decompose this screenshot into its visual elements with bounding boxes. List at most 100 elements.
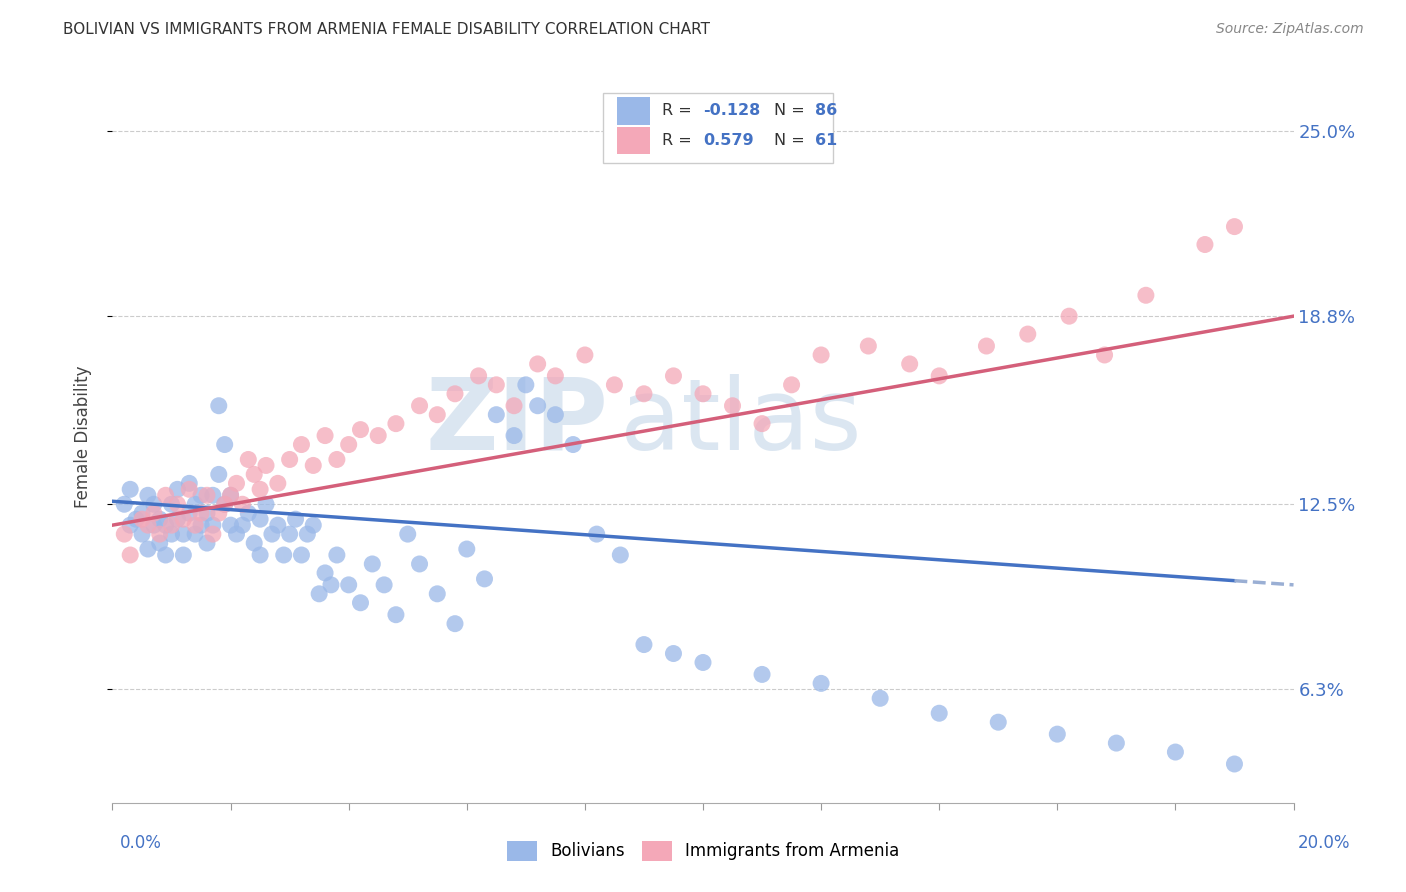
Bolivians bbox=[526, 399, 548, 413]
Immigrants from Armenia bbox=[195, 488, 218, 502]
Immigrants from Armenia bbox=[243, 467, 266, 482]
Immigrants from Armenia bbox=[172, 512, 194, 526]
Text: ZIP: ZIP bbox=[426, 374, 609, 471]
Bolivians bbox=[208, 467, 231, 482]
Immigrants from Armenia bbox=[1135, 288, 1157, 302]
Bolivians bbox=[373, 578, 395, 592]
FancyBboxPatch shape bbox=[617, 127, 650, 154]
Immigrants from Armenia bbox=[120, 548, 142, 562]
Bolivians bbox=[136, 488, 159, 502]
Bolivians bbox=[254, 497, 277, 511]
Bolivians bbox=[562, 437, 585, 451]
Immigrants from Armenia bbox=[160, 518, 183, 533]
Immigrants from Armenia bbox=[214, 497, 236, 511]
Immigrants from Armenia bbox=[1094, 348, 1116, 362]
Immigrants from Armenia bbox=[166, 497, 188, 511]
Immigrants from Armenia bbox=[231, 497, 253, 511]
Bolivians bbox=[214, 497, 236, 511]
Immigrants from Armenia bbox=[267, 476, 290, 491]
Bolivians bbox=[219, 488, 242, 502]
Text: 61: 61 bbox=[815, 133, 838, 148]
Immigrants from Armenia bbox=[898, 357, 921, 371]
Bolivians bbox=[120, 518, 142, 533]
Bolivians bbox=[172, 548, 194, 562]
Immigrants from Armenia bbox=[254, 458, 277, 473]
Immigrants from Armenia bbox=[721, 399, 744, 413]
Text: R =: R = bbox=[662, 133, 696, 148]
Bolivians bbox=[142, 518, 165, 533]
Bolivians bbox=[243, 536, 266, 550]
Text: 86: 86 bbox=[815, 103, 838, 118]
Bolivians bbox=[278, 527, 301, 541]
Immigrants from Armenia bbox=[149, 527, 172, 541]
Bolivians bbox=[149, 512, 172, 526]
Immigrants from Armenia bbox=[142, 506, 165, 520]
Bolivians bbox=[149, 536, 172, 550]
Bolivians bbox=[184, 527, 207, 541]
Immigrants from Armenia bbox=[278, 452, 301, 467]
Text: N =: N = bbox=[773, 103, 810, 118]
Bolivians bbox=[1164, 745, 1187, 759]
Bolivians bbox=[1223, 756, 1246, 771]
Bolivians bbox=[485, 408, 508, 422]
Bolivians bbox=[544, 408, 567, 422]
Immigrants from Armenia bbox=[367, 428, 389, 442]
Bolivians bbox=[214, 437, 236, 451]
Immigrants from Armenia bbox=[1223, 219, 1246, 234]
Bolivians bbox=[662, 647, 685, 661]
Immigrants from Armenia bbox=[633, 386, 655, 401]
Immigrants from Armenia bbox=[976, 339, 998, 353]
Immigrants from Armenia bbox=[526, 357, 548, 371]
Bolivians bbox=[515, 377, 537, 392]
Immigrants from Armenia bbox=[225, 476, 247, 491]
Bolivians bbox=[692, 656, 714, 670]
Bolivians bbox=[1046, 727, 1069, 741]
Immigrants from Armenia bbox=[467, 368, 489, 383]
Immigrants from Armenia bbox=[426, 408, 449, 422]
Immigrants from Armenia bbox=[184, 518, 207, 533]
Bolivians bbox=[928, 706, 950, 721]
Bolivians bbox=[273, 548, 295, 562]
Text: BOLIVIAN VS IMMIGRANTS FROM ARMENIA FEMALE DISABILITY CORRELATION CHART: BOLIVIAN VS IMMIGRANTS FROM ARMENIA FEMA… bbox=[63, 22, 710, 37]
Bolivians bbox=[112, 497, 135, 511]
Immigrants from Armenia bbox=[314, 428, 336, 442]
Bolivians bbox=[1105, 736, 1128, 750]
Bolivians bbox=[179, 506, 201, 520]
Immigrants from Armenia bbox=[208, 506, 231, 520]
Bolivians bbox=[120, 483, 142, 497]
FancyBboxPatch shape bbox=[617, 96, 650, 125]
Bolivians bbox=[869, 691, 891, 706]
Immigrants from Armenia bbox=[1017, 327, 1039, 342]
Bolivians bbox=[260, 527, 283, 541]
Bolivians bbox=[238, 506, 260, 520]
Bolivians bbox=[456, 542, 478, 557]
Bolivians bbox=[190, 488, 212, 502]
Bolivians bbox=[751, 667, 773, 681]
Bolivians bbox=[195, 536, 218, 550]
Immigrants from Armenia bbox=[112, 527, 135, 541]
Immigrants from Armenia bbox=[136, 518, 159, 533]
Bolivians bbox=[426, 587, 449, 601]
Bolivians bbox=[444, 616, 467, 631]
Immigrants from Armenia bbox=[503, 399, 526, 413]
Bolivians bbox=[314, 566, 336, 580]
Bolivians bbox=[609, 548, 631, 562]
Immigrants from Armenia bbox=[780, 377, 803, 392]
Bolivians bbox=[179, 476, 201, 491]
Bolivians bbox=[208, 399, 231, 413]
Immigrants from Armenia bbox=[249, 483, 271, 497]
Bolivians bbox=[319, 578, 342, 592]
Immigrants from Armenia bbox=[858, 339, 880, 353]
Immigrants from Armenia bbox=[190, 506, 212, 520]
Bolivians bbox=[160, 527, 183, 541]
Bolivians bbox=[184, 497, 207, 511]
Bolivians bbox=[326, 548, 349, 562]
Text: 0.0%: 0.0% bbox=[120, 834, 162, 852]
Bolivians bbox=[142, 497, 165, 511]
Immigrants from Armenia bbox=[302, 458, 325, 473]
Immigrants from Armenia bbox=[1057, 309, 1080, 323]
Bolivians bbox=[155, 548, 177, 562]
Bolivians bbox=[201, 518, 224, 533]
Immigrants from Armenia bbox=[349, 423, 371, 437]
Immigrants from Armenia bbox=[219, 488, 242, 502]
